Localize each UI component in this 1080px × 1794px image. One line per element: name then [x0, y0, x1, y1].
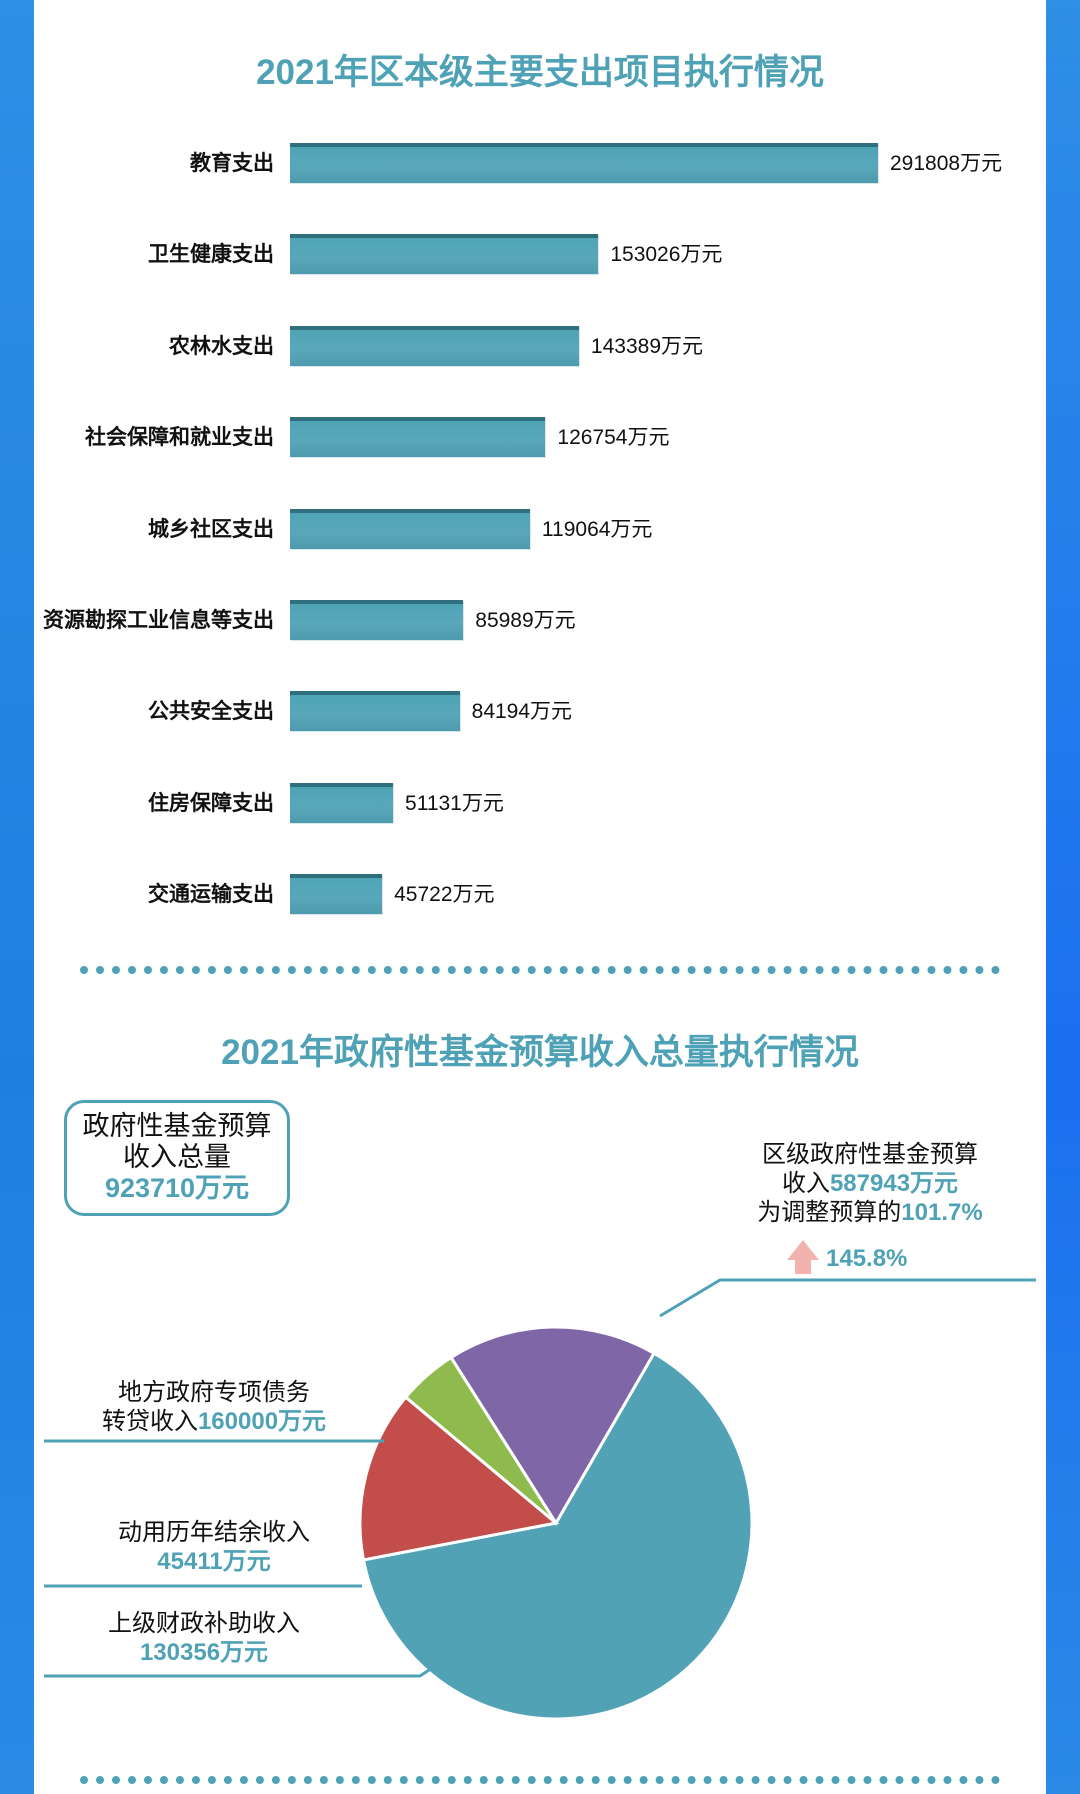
bar-value-label: 153026万元 [610, 243, 723, 267]
pie-slice-district [361, 1351, 754, 1721]
bar-mark [290, 234, 599, 275]
label-district-prefix: 收入 [781, 1170, 830, 1197]
bar-category-label: 社会保障和就业支出 [85, 426, 274, 450]
label-subsidy-line1: 上级财政补助收入 [108, 1610, 300, 1637]
dotted-divider [80, 966, 1000, 974]
bar-mark [290, 782, 394, 823]
bar-category-label: 公共安全支出 [148, 700, 274, 724]
bar-value-label: 85989万元 [475, 609, 576, 632]
label-bond-value: 160000万元 [197, 1408, 327, 1435]
bar-mark [290, 417, 546, 458]
bar-category-label: 教育支出 [190, 152, 274, 175]
frame-right [1046, 0, 1080, 1794]
label-subsidy: 上级财政补助收入 130356万元 [64, 1609, 344, 1667]
bar-chart-title: 2021年区本级主要支出项目执行情况 [256, 53, 824, 92]
label-district-pct: 101.7% [901, 1199, 983, 1226]
bar-mark [290, 143, 878, 183]
label-district-line3: 为调整预算的101.7% [720, 1198, 1020, 1227]
label-district-growth: 145.8% [826, 1245, 908, 1272]
bar-mark [290, 691, 460, 732]
label-district: 区级政府性基金预算 收入587943万元 为调整预算的101.7% [720, 1140, 1020, 1227]
bar-category-label: 交通运输支出 [148, 883, 274, 907]
bar-value-label: 126754万元 [557, 426, 670, 450]
bar-category-label: 城乡社区支出 [148, 517, 274, 541]
label-district-pct-prefix: 为调整预算的 [757, 1199, 902, 1226]
pie-slice-bond [449, 1325, 657, 1526]
label-bond: 地方政府专项债务 转贷收入160000万元 [54, 1378, 374, 1436]
leader-line-subsidy [44, 1662, 439, 1678]
total-value: 923710万元 [104, 1173, 250, 1203]
bar-value-label: 51131万元 [405, 791, 504, 815]
total-info-box: 政府性基金预算 收入总量 923710万元 [64, 1100, 290, 1216]
label-bond-line1: 地方政府专项债务 [118, 1379, 310, 1406]
label-district-line1: 区级政府性基金预算 [762, 1141, 978, 1168]
total-label-line1: 政府性基金预算 [82, 1111, 272, 1141]
bar-value-label: 143389万元 [590, 334, 703, 358]
bar-mark [290, 508, 530, 549]
bar-category-label: 住房保障支出 [148, 791, 274, 815]
label-district-line2: 收入587943万元 [720, 1169, 1020, 1198]
frame-left [0, 0, 34, 1794]
label-bond-prefix: 转贷收入 [101, 1408, 198, 1435]
label-surplus-value: 45411万元 [157, 1548, 271, 1575]
bar-category-label: 卫生健康支出 [148, 243, 274, 267]
pie-slice-subsidy [358, 1395, 560, 1562]
bar-mark [290, 325, 579, 366]
up-arrow-icon [787, 1240, 819, 1274]
bar-category-label: 农林水支出 [169, 334, 274, 358]
dotted-divider-bottom [80, 1776, 1000, 1784]
bar-value-label: 291808万元 [890, 152, 1003, 175]
pie-chart-title: 2021年政府性基金预算收入总量执行情况 [221, 1033, 859, 1072]
label-bond-line2: 转贷收入160000万元 [54, 1407, 374, 1436]
label-surplus-line1: 动用历年结余收入 [118, 1519, 310, 1546]
total-label-line2: 收入总量 [123, 1142, 231, 1172]
label-district-value: 587943万元 [829, 1170, 959, 1197]
bar-mark [290, 874, 383, 915]
bar-value-label: 84194万元 [471, 700, 573, 724]
bar-category-label: 资源勘探工业信息等支出 [43, 609, 274, 632]
leader-line-district [659, 1278, 1036, 1318]
label-surplus: 动用历年结余收入 45411万元 [74, 1518, 354, 1576]
bar-mark [290, 600, 464, 640]
bar-value-label: 45722万元 [394, 883, 495, 907]
bar-value-label: 119064万元 [541, 517, 653, 541]
label-subsidy-value: 130356万元 [139, 1639, 269, 1666]
